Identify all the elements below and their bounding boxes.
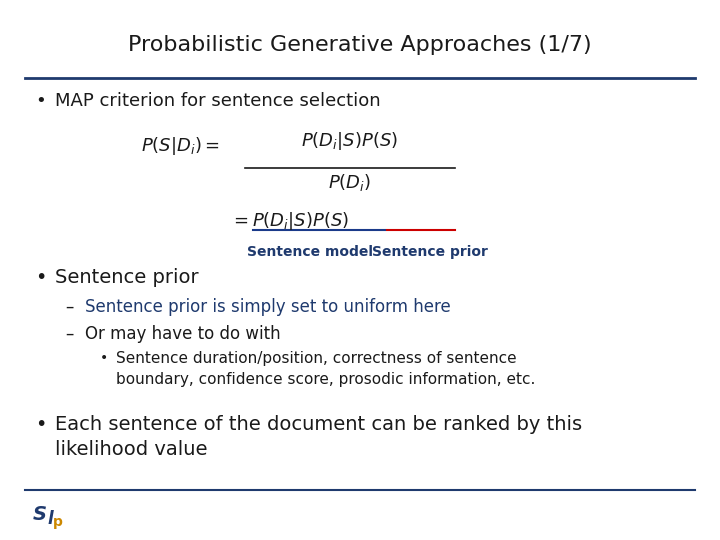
Text: Or may have to do with: Or may have to do with — [85, 325, 281, 343]
Text: –: – — [65, 325, 73, 343]
Text: likelihood value: likelihood value — [55, 440, 207, 459]
Text: $P(S|D_i)=$: $P(S|D_i)=$ — [141, 135, 220, 157]
Text: Probabilistic Generative Approaches (1/7): Probabilistic Generative Approaches (1/7… — [128, 35, 592, 55]
Text: –: – — [65, 298, 73, 316]
Text: •: • — [100, 351, 108, 365]
Text: Sentence prior is simply set to uniform here: Sentence prior is simply set to uniform … — [85, 298, 451, 316]
Text: Sentence model: Sentence model — [247, 245, 373, 259]
Text: $P(D_i|S)P(S)$: $P(D_i|S)P(S)$ — [302, 130, 398, 152]
Text: p: p — [53, 515, 63, 529]
Text: Sentence prior: Sentence prior — [372, 245, 488, 259]
Text: •: • — [35, 415, 46, 434]
Text: l: l — [47, 510, 53, 528]
Text: Each sentence of the document can be ranked by this: Each sentence of the document can be ran… — [55, 415, 582, 434]
Text: MAP criterion for sentence selection: MAP criterion for sentence selection — [55, 92, 381, 110]
Text: •: • — [35, 268, 46, 287]
Text: $P(D_i)$: $P(D_i)$ — [328, 172, 372, 193]
Text: Sentence duration/position, correctness of sentence: Sentence duration/position, correctness … — [116, 351, 517, 366]
Text: $=P(D_i|S)P(S)$: $=P(D_i|S)P(S)$ — [230, 210, 349, 232]
Text: boundary, confidence score, prosodic information, etc.: boundary, confidence score, prosodic inf… — [116, 372, 536, 387]
Text: •: • — [35, 92, 46, 110]
Text: S: S — [33, 505, 47, 524]
Text: Sentence prior: Sentence prior — [55, 268, 199, 287]
